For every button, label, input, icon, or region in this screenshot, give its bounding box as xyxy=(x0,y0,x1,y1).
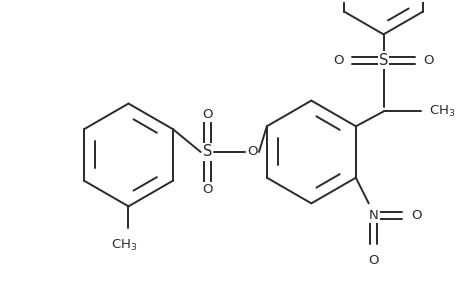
Text: N: N xyxy=(368,209,378,222)
Text: O: O xyxy=(368,254,378,267)
Text: O: O xyxy=(333,54,343,67)
Text: S: S xyxy=(378,52,387,68)
Text: O: O xyxy=(202,108,213,121)
Text: O: O xyxy=(202,183,213,196)
Text: CH$_3$: CH$_3$ xyxy=(111,238,138,253)
Text: O: O xyxy=(422,54,433,67)
Text: CH$_3$: CH$_3$ xyxy=(428,104,454,119)
Text: O: O xyxy=(246,146,257,158)
Text: S: S xyxy=(202,145,212,160)
Text: O: O xyxy=(410,209,421,222)
